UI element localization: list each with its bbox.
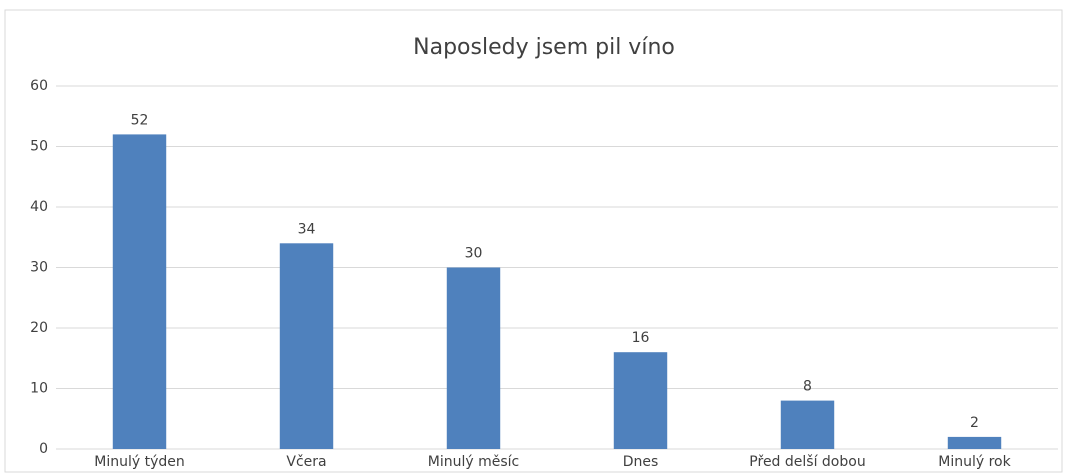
data-label: 30 xyxy=(465,246,483,262)
data-label: 34 xyxy=(298,221,316,237)
bar xyxy=(446,267,501,449)
chart-title: Naposledy jsem pil víno xyxy=(413,35,675,60)
x-tick-label: Minulý týden xyxy=(94,454,185,470)
y-tick-label: 40 xyxy=(30,199,48,215)
y-tick-label: 50 xyxy=(30,139,48,155)
x-tick-label: Včera xyxy=(286,454,326,470)
x-tick-label: Minulý měsíc xyxy=(428,454,519,470)
y-tick-label: 10 xyxy=(30,381,48,397)
y-tick-label: 30 xyxy=(30,260,48,276)
bar xyxy=(947,436,1002,449)
y-tick-label: 60 xyxy=(30,78,48,94)
bar xyxy=(112,134,167,449)
chart-border xyxy=(4,9,1063,473)
bar xyxy=(279,243,334,449)
x-tick-label: Minulý rok xyxy=(938,454,1011,470)
data-label: 2 xyxy=(970,415,979,431)
data-label: 16 xyxy=(632,330,650,346)
x-tick-label: Před delší dobou xyxy=(749,454,865,470)
y-tick-label: 20 xyxy=(30,320,48,336)
y-tick-label: 0 xyxy=(39,441,48,457)
x-tick-label: Dnes xyxy=(623,454,659,470)
data-label: 8 xyxy=(803,379,812,395)
data-label: 52 xyxy=(131,112,149,128)
bar xyxy=(780,400,835,449)
bar xyxy=(613,352,668,449)
